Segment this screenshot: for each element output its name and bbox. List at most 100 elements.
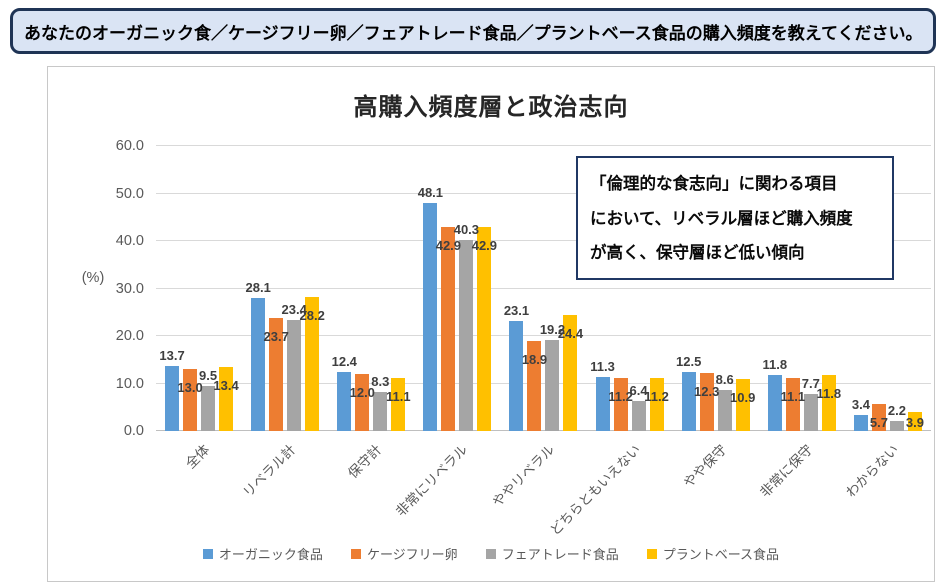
data-label: 11.8 bbox=[816, 385, 842, 401]
gridline bbox=[156, 145, 931, 146]
data-label: 28.2 bbox=[299, 308, 325, 324]
gridline bbox=[156, 335, 931, 336]
bar: 5.7 bbox=[869, 403, 888, 431]
bar: 8.6 bbox=[716, 373, 734, 431]
bar: 11.8 bbox=[817, 374, 841, 431]
question-text: あなたのオーガニック食／ケージフリー卵／フェアトレード食品／プラントベース食品の… bbox=[24, 23, 923, 43]
data-label: 6.4 bbox=[629, 382, 648, 398]
legend-swatch bbox=[350, 548, 361, 559]
bar: 28.2 bbox=[300, 297, 325, 431]
bar: 23.1 bbox=[504, 304, 529, 431]
gridline bbox=[156, 287, 931, 289]
data-label: 8.6 bbox=[715, 372, 734, 388]
data-label: 13.4 bbox=[213, 378, 239, 394]
bar-groups: 13.7 13.0 9.5 13.4 28.1 23.7 23.4 28.2 12.4 12.0 8… bbox=[156, 146, 931, 431]
data-label: 10.9 bbox=[730, 390, 756, 406]
data-label: 11.1 bbox=[385, 389, 411, 405]
bar: 12.4 bbox=[332, 355, 357, 431]
legend-swatch bbox=[646, 548, 657, 559]
bar-group: 28.1 23.7 23.4 28.2 bbox=[242, 146, 328, 431]
x-axis-line bbox=[156, 430, 931, 431]
bar: 28.1 bbox=[246, 281, 271, 431]
bar: 11.2 bbox=[608, 377, 633, 431]
bar: 23.7 bbox=[264, 318, 289, 431]
y-tick-label: 50.0 bbox=[115, 185, 144, 202]
y-tick-label: 60.0 bbox=[115, 138, 144, 154]
data-label: 42.9 bbox=[435, 238, 462, 254]
y-tick-label: 20.0 bbox=[115, 328, 144, 344]
data-label: 23.1 bbox=[503, 303, 530, 319]
data-label: 18.9 bbox=[521, 352, 548, 368]
bar-group: 11.8 11.1 7.7 11.8 bbox=[759, 146, 845, 431]
plot-area: 13.7 13.0 9.5 13.4 28.1 23.7 23.4 28.2 12.4 12.0 8… bbox=[156, 145, 931, 431]
data-label: 40.3 bbox=[453, 221, 480, 237]
data-label: 9.5 bbox=[199, 367, 218, 383]
legend-swatch bbox=[202, 548, 213, 559]
bar: 24.4 bbox=[558, 315, 583, 431]
legend-label: プラントベース食品 bbox=[662, 547, 780, 562]
data-label: 7.7 bbox=[801, 376, 820, 392]
data-label: 19.2 bbox=[539, 321, 566, 337]
legend-item: フェアトレード食品 bbox=[485, 544, 619, 563]
data-label: 11.8 bbox=[762, 356, 788, 372]
gridline bbox=[156, 240, 931, 241]
annotation-line-3: が高く、保守層ほど低い傾向 bbox=[590, 244, 805, 263]
data-label: 42.9 bbox=[471, 238, 498, 254]
bar: 10.9 bbox=[730, 379, 755, 431]
legend: オーガニック食品 ケージフリー卵 フェアトレード食品 プラントベース食品 bbox=[48, 544, 934, 563]
bar: 12.3 bbox=[694, 372, 719, 431]
bar-group: 12.4 12.0 8.3 11.1 bbox=[328, 146, 414, 431]
bar: 11.8 bbox=[763, 358, 787, 431]
data-label: 13.7 bbox=[159, 347, 185, 363]
y-axis-labels: 0.0 10.0 20.0 30.0 40.0 50.0 60.0 bbox=[78, 138, 144, 439]
bar: 3.4 bbox=[852, 398, 870, 431]
bar: 8.3 bbox=[371, 375, 389, 431]
bar-group: 11.3 11.2 6.4 11.2 bbox=[587, 146, 673, 431]
bar: 11.3 bbox=[590, 360, 615, 431]
bar: 11.2 bbox=[644, 377, 669, 431]
data-label: 2.2 bbox=[887, 402, 906, 418]
bar-group: 23.1 18.9 19.2 24.4 bbox=[500, 146, 586, 431]
bar: 23.4 bbox=[282, 303, 307, 431]
bar: 19.2 bbox=[540, 323, 565, 431]
legend-label: オーガニック食品 bbox=[218, 547, 323, 562]
legend-swatch bbox=[485, 548, 496, 559]
bar: 11.1 bbox=[781, 378, 805, 431]
data-label: 12.5 bbox=[676, 353, 702, 369]
data-label: 3.9 bbox=[905, 415, 924, 430]
data-label: 8.3 bbox=[371, 373, 390, 389]
legend-item: ケージフリー卵 bbox=[350, 544, 458, 563]
data-label: 23.7 bbox=[263, 329, 289, 345]
data-label: 13.0 bbox=[177, 380, 203, 396]
data-label: 12.4 bbox=[331, 354, 357, 370]
bar: 3.9 bbox=[905, 412, 924, 431]
bar-group: 48.1 42.9 40.3 42.9 bbox=[414, 146, 500, 431]
data-label: 24.4 bbox=[557, 326, 584, 342]
data-label: 48.1 bbox=[417, 184, 444, 200]
bar: 12.0 bbox=[350, 374, 375, 431]
data-label: 11.1 bbox=[780, 389, 806, 405]
data-label: 5.7 bbox=[869, 414, 888, 430]
annotation-line-2: において、リベラル層ほど購入頻度 bbox=[590, 209, 853, 228]
y-tick-label: 40.0 bbox=[115, 233, 144, 249]
bar: 6.4 bbox=[630, 384, 648, 431]
data-label: 11.2 bbox=[608, 388, 633, 404]
legend-item: プラントベース食品 bbox=[646, 544, 780, 563]
y-tick-label: 0.0 bbox=[123, 423, 144, 439]
legend-item: オーガニック食品 bbox=[202, 544, 323, 563]
gridline bbox=[156, 192, 931, 194]
data-label: 28.1 bbox=[245, 279, 271, 295]
bar: 12.5 bbox=[676, 355, 701, 431]
data-label: 11.3 bbox=[590, 359, 615, 375]
bar: 2.2 bbox=[888, 404, 906, 431]
y-tick-label: 10.0 bbox=[115, 375, 144, 392]
data-label: 12.3 bbox=[694, 383, 720, 399]
y-axis-unit-label: (%) bbox=[81, 270, 105, 286]
bar: 13.4 bbox=[213, 367, 239, 431]
gridline bbox=[156, 382, 931, 384]
data-label: 12.0 bbox=[349, 385, 375, 400]
annotation-box: 「倫理的な食志向」に関わる項目 において、リベラル層ほど購入頻度 が高く、保守層… bbox=[576, 156, 894, 280]
x-axis-labels: 全体 リベラル計 保守計 非常にリベラル ややリベラル どちらともいえない やや保守 非常に保… bbox=[156, 439, 931, 554]
bar-group: 13.7 13.0 9.5 13.4 bbox=[156, 146, 242, 431]
